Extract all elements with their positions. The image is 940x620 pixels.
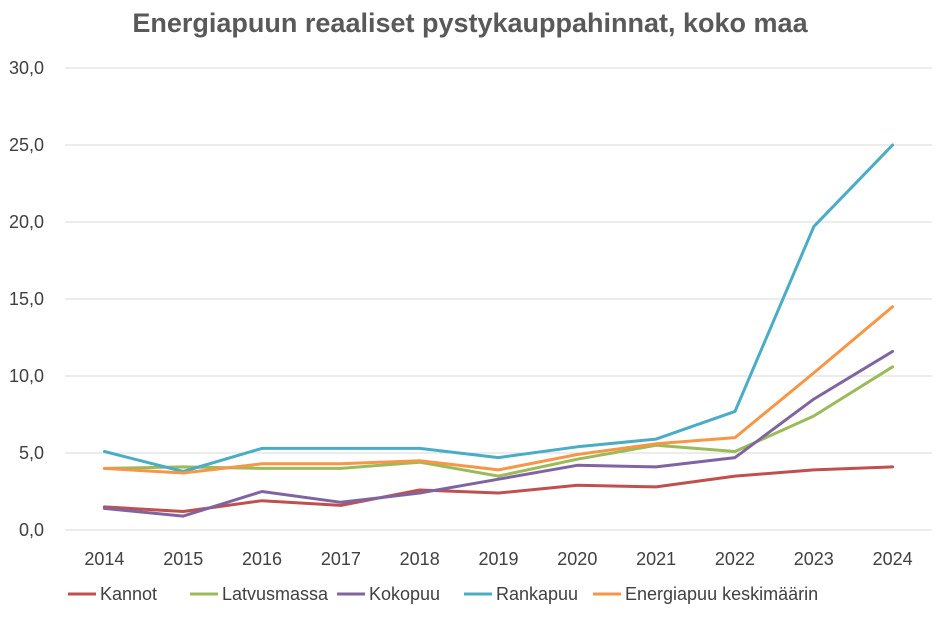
y-tick-label: 10,0	[9, 366, 44, 386]
series-line-1	[102, 465, 895, 513]
legend: Kannot Latvusmassa Kokopuu Rankapuu Energiap…	[68, 584, 818, 604]
x-tick-label: 2015	[163, 549, 203, 569]
legend-label: Kannot	[100, 584, 157, 604]
y-tick-label: 20,0	[9, 212, 44, 232]
series-line-3	[102, 349, 895, 518]
series-line-4	[102, 143, 895, 473]
legend-label: Kokopuu	[369, 584, 440, 604]
x-tick-label: 2019	[478, 549, 518, 569]
x-tick-label: 2018	[400, 549, 440, 569]
y-tick-label: 25,0	[9, 135, 44, 155]
y-tick-label: 30,0	[9, 58, 44, 78]
x-tick-label: 2021	[636, 549, 676, 569]
legend-label: Latvusmassa	[222, 584, 329, 604]
x-tick-label: 2014	[84, 549, 124, 569]
x-axis: 2014 2015 2016 2017 2018 2019 2020 2021 2022 2023…	[84, 549, 912, 569]
series-line-5	[102, 305, 895, 475]
x-tick-label: 2022	[715, 549, 755, 569]
y-axis: 0,0 5,0 10,0 15,0 20,0 25,0 30,0	[9, 58, 44, 540]
x-tick-label: 2016	[242, 549, 282, 569]
x-tick-label: 2017	[321, 549, 361, 569]
legend-label: Energiapuu keskimäärin	[625, 584, 818, 604]
x-tick-label: 2020	[557, 549, 597, 569]
y-tick-label: 15,0	[9, 289, 44, 309]
plot-area	[102, 143, 895, 518]
x-tick-label: 2024	[873, 549, 913, 569]
y-tick-label: 5,0	[19, 443, 44, 463]
x-tick-label: 2023	[794, 549, 834, 569]
gridlines	[65, 67, 932, 531]
y-tick-label: 0,0	[19, 520, 44, 540]
chart-title: Energiapuun reaaliset pystykauppahinnat,…	[132, 8, 808, 38]
legend-label: Rankapuu	[496, 584, 578, 604]
